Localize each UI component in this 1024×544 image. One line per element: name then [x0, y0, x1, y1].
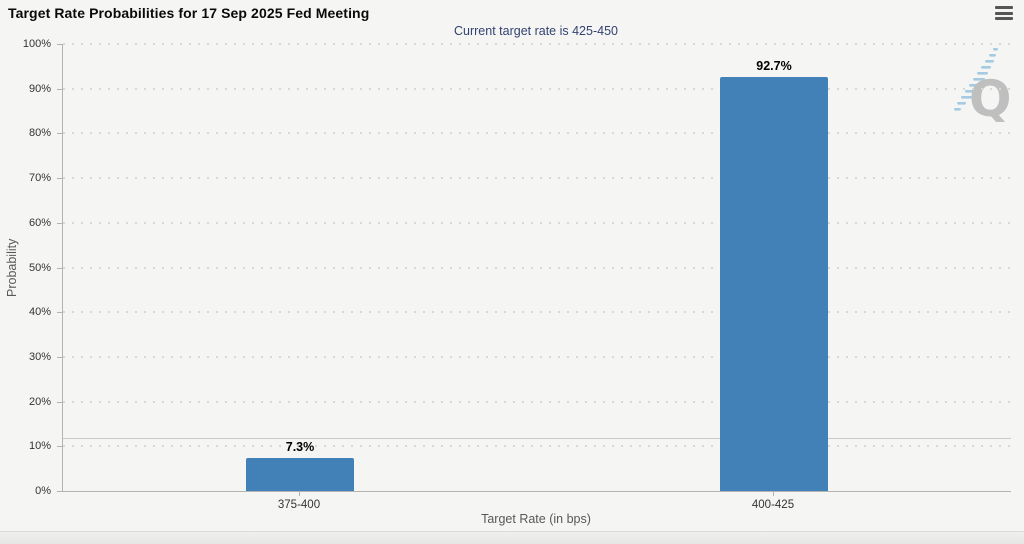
- x-axis-title: Target Rate (in bps): [481, 512, 591, 526]
- y-tick: [57, 401, 62, 403]
- y-tick-label: 50%: [28, 261, 51, 274]
- y-tick-label: 60%: [28, 216, 51, 229]
- h-gridline: [63, 266, 1011, 269]
- hamburger-icon: [995, 11, 1013, 15]
- bar-375-400[interactable]: [246, 458, 354, 491]
- y-tick-label: 100%: [22, 38, 51, 50]
- h-gridline: [63, 355, 1011, 358]
- h-gridline: [63, 87, 1011, 90]
- chart-subtitle: Current target rate is 425-450: [454, 24, 618, 38]
- x-tick-label: 375-400: [277, 499, 321, 511]
- h-gridline: [63, 221, 1011, 224]
- y-tick-label: 10%: [28, 440, 51, 453]
- y-tick: [57, 356, 62, 358]
- h-gridline: [63, 43, 1011, 45]
- y-tick-label: 20%: [28, 395, 51, 408]
- plot-area: Q 7.3% 92.7%: [62, 43, 1011, 492]
- y-tick-label: 30%: [28, 350, 51, 363]
- y-tick: [57, 446, 62, 448]
- plot-divider-line: [63, 438, 1011, 439]
- y-tick-label: 70%: [28, 172, 51, 185]
- x-axis: 375-400 400-425: [62, 492, 1010, 518]
- y-axis-labels: 0% 10% 20% 30% 40% 50% 60% 70% 80% 90% 100%: [0, 38, 62, 497]
- y-tick-label: 90%: [28, 82, 51, 95]
- chart-title: Target Rate Probabilities for 17 Sep 202…: [8, 5, 370, 21]
- chart-context-menu-button[interactable]: [995, 6, 1013, 20]
- y-tick: [57, 491, 62, 492]
- hamburger-icon: [995, 17, 1013, 20]
- h-gridline: [63, 311, 1011, 314]
- bar-value-label: 7.3%: [285, 440, 315, 455]
- svg-text:Q: Q: [969, 70, 1010, 122]
- h-gridline: [63, 400, 1011, 403]
- footer-bar: [0, 531, 1024, 544]
- x-tick: [299, 492, 300, 496]
- quikstrike-q-logo-watermark: Q: [954, 48, 1010, 122]
- h-gridline: [63, 445, 1011, 448]
- y-tick: [57, 88, 62, 90]
- y-tick: [57, 44, 62, 45]
- y-tick: [57, 178, 62, 180]
- y-tick: [57, 133, 62, 135]
- y-tick: [57, 222, 62, 224]
- y-tick: [57, 267, 62, 269]
- h-gridline: [63, 177, 1011, 180]
- bar-400-425[interactable]: [720, 76, 828, 491]
- x-tick-label: 400-425: [751, 499, 795, 511]
- x-tick: [773, 492, 774, 496]
- y-tick-label: 80%: [28, 127, 51, 140]
- bar-value-label: 92.7%: [756, 58, 792, 73]
- y-tick: [57, 312, 62, 314]
- h-gridline: [63, 132, 1011, 135]
- hamburger-icon: [995, 6, 1013, 9]
- y-tick-label: 0%: [35, 485, 51, 497]
- y-tick-label: 40%: [28, 306, 51, 319]
